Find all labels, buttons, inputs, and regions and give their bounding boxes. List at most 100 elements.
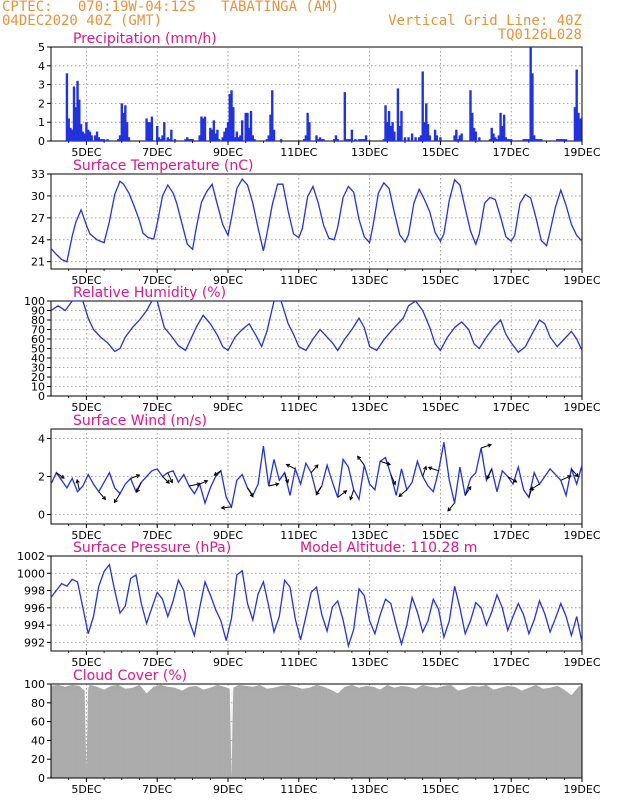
precip-bar bbox=[150, 116, 154, 141]
precip-bar bbox=[559, 139, 562, 141]
x-tick-label: 7DEC bbox=[142, 146, 172, 159]
precip-bar bbox=[198, 135, 201, 141]
y-tick-label: 4 bbox=[38, 433, 45, 446]
panel-title: Surface Pressure (hPa) bbox=[73, 540, 231, 556]
y-tick-label: 5 bbox=[38, 41, 45, 54]
precip-bar bbox=[471, 112, 474, 141]
wind-arrow bbox=[188, 483, 201, 487]
wind-arrow-head bbox=[165, 479, 170, 484]
wind-arrow bbox=[560, 475, 571, 481]
precip-bar bbox=[76, 80, 79, 141]
y-tick-label: 0 bbox=[38, 509, 45, 522]
x-tick-label: 5DEC bbox=[71, 656, 101, 669]
panel-title: Relative Humidity (%) bbox=[73, 285, 226, 301]
precip-bar bbox=[398, 125, 401, 141]
precip-bar bbox=[472, 127, 476, 141]
precip-bar bbox=[214, 133, 217, 141]
x-tick-label: 5DEC bbox=[71, 274, 101, 287]
wind-arrow-head bbox=[392, 480, 396, 486]
x-tick-label: 11DEC bbox=[280, 401, 317, 414]
precip-bar bbox=[148, 122, 152, 141]
x-tick-label: 17DEC bbox=[493, 783, 530, 796]
y-tick-label: 30 bbox=[31, 190, 45, 203]
precip-bar bbox=[421, 71, 424, 141]
series-line bbox=[50, 177, 583, 263]
precip-bar bbox=[387, 110, 391, 141]
precip-bar bbox=[488, 139, 492, 141]
precip-bar bbox=[94, 135, 97, 141]
precip-bar bbox=[531, 73, 534, 141]
wind-arrow bbox=[464, 486, 472, 496]
x-tick-label: 5DEC bbox=[71, 529, 101, 542]
wind-arrow bbox=[284, 472, 289, 483]
precip-bar bbox=[106, 139, 109, 141]
x-tick-label: 5DEC bbox=[71, 783, 101, 796]
precip-bar bbox=[88, 131, 92, 141]
precip-bar bbox=[527, 139, 531, 141]
header-line1-left: CPTEC: 070:19W-04:12S TABATINGA (AM) bbox=[2, 0, 340, 15]
wind-arrow bbox=[357, 455, 365, 466]
precip-bar bbox=[538, 139, 541, 141]
precip-bar bbox=[248, 127, 251, 141]
wind-arrow-head bbox=[136, 488, 140, 494]
y-tick-label: 2 bbox=[38, 471, 45, 484]
precip-bar bbox=[499, 112, 502, 141]
wind-arrow-head bbox=[213, 471, 218, 476]
precip-bar bbox=[118, 135, 122, 141]
y-tick-label: 40 bbox=[31, 734, 45, 747]
precip-bar bbox=[357, 139, 361, 141]
precip-bar bbox=[74, 107, 77, 141]
precip-bar bbox=[210, 129, 214, 141]
y-tick-label: 3 bbox=[38, 79, 45, 92]
wind-arrow-head bbox=[169, 479, 173, 484]
x-tick-label: 9DEC bbox=[213, 529, 243, 542]
wind-arrow bbox=[76, 479, 80, 490]
precip-bar bbox=[414, 137, 417, 141]
panel-annotation: Model Altitude: 110.28 m bbox=[300, 540, 477, 556]
precip-bar bbox=[410, 133, 414, 141]
y-tick-label: 20 bbox=[31, 371, 45, 384]
x-tick-label: 15DEC bbox=[422, 529, 459, 542]
precip-bar bbox=[95, 131, 99, 141]
precip-bar bbox=[186, 137, 189, 141]
precip-bar bbox=[232, 107, 235, 141]
precip-bar bbox=[522, 139, 525, 141]
precip-bar bbox=[529, 47, 532, 141]
wind-arrow bbox=[390, 474, 396, 485]
wind-arrow bbox=[480, 444, 492, 449]
header-line2-left: 04DEC2020 40Z (GMT) bbox=[2, 13, 163, 29]
precip-bar bbox=[564, 139, 568, 141]
precip-bar bbox=[120, 103, 123, 141]
precip-bar bbox=[90, 135, 93, 141]
wind-arrow-head bbox=[135, 474, 141, 479]
precip-bar bbox=[306, 112, 309, 141]
series-line bbox=[50, 563, 583, 649]
precip-bar bbox=[235, 131, 239, 141]
precip-bar bbox=[561, 139, 564, 141]
x-tick-label: 11DEC bbox=[280, 146, 317, 159]
wind-arrow bbox=[428, 467, 439, 472]
x-tick-label: 11DEC bbox=[280, 274, 317, 287]
wind-arrow-head bbox=[275, 482, 280, 487]
precip-bar bbox=[419, 135, 423, 141]
precip-bar bbox=[189, 139, 193, 141]
precip-bar bbox=[191, 139, 194, 141]
x-tick-label: 15DEC bbox=[422, 146, 459, 159]
x-tick-label: 15DEC bbox=[422, 656, 459, 669]
panel-title: Surface Temperature (nC) bbox=[73, 158, 254, 174]
precip-bar bbox=[125, 122, 129, 141]
y-tick-label: 60 bbox=[31, 333, 45, 346]
precip-bar bbox=[364, 135, 368, 141]
y-tick-label: 21 bbox=[31, 256, 45, 269]
precip-bar bbox=[127, 137, 131, 141]
x-tick-label: 9DEC bbox=[213, 401, 243, 414]
wind-arrow-head bbox=[447, 507, 452, 512]
y-tick-label: 100 bbox=[24, 678, 45, 691]
wind-arrow bbox=[247, 487, 254, 497]
precip-bar bbox=[302, 139, 306, 141]
panel-title: Cloud Cover (%) bbox=[73, 668, 187, 684]
x-tick-label: 9DEC bbox=[213, 656, 243, 669]
header-line3-right: TQ0126L028 bbox=[497, 27, 582, 43]
precip-bar bbox=[350, 129, 354, 141]
x-tick-label: 7DEC bbox=[142, 401, 172, 414]
